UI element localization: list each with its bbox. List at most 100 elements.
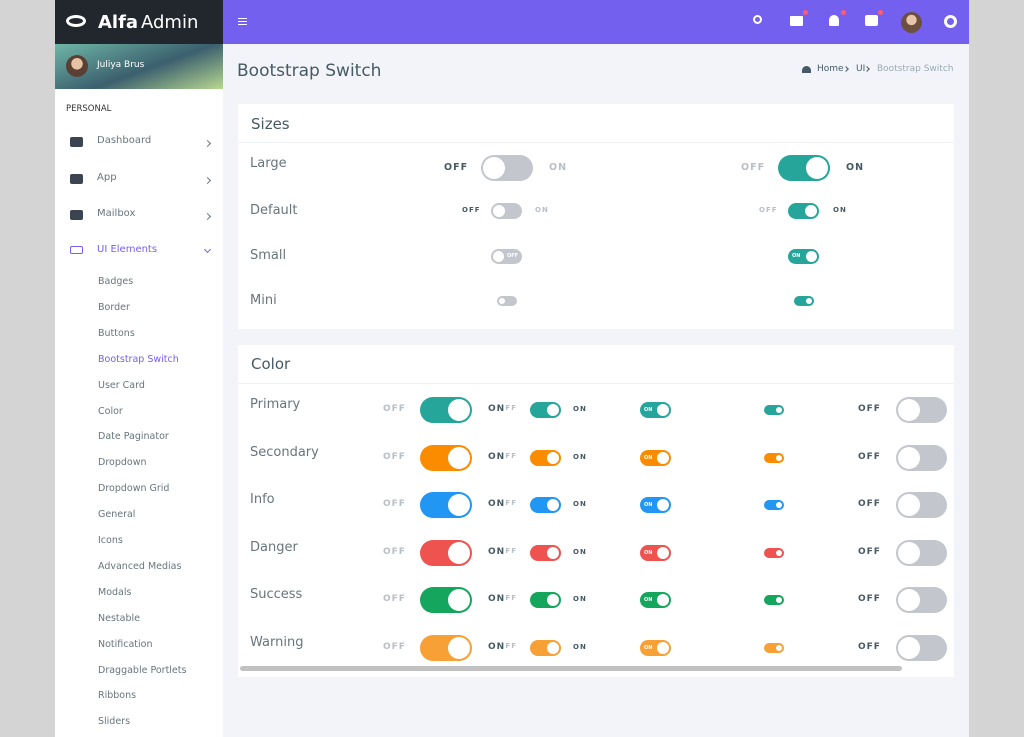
switch[interactable] — [896, 444, 947, 471]
switch-knob — [806, 298, 812, 304]
bell-icon[interactable] — [829, 15, 839, 26]
menu-item[interactable]: Dashboard — [97, 135, 152, 146]
submenu-item[interactable]: Sliders — [98, 716, 131, 728]
page-title: Bootstrap Switch — [237, 61, 382, 81]
row-label: Default — [250, 203, 298, 218]
submenu-item[interactable]: Color — [98, 405, 123, 417]
menu-item[interactable]: App — [97, 172, 117, 183]
switch-knob — [547, 404, 559, 416]
switch[interactable] — [481, 155, 533, 181]
submenu-item[interactable]: Icons — [98, 535, 123, 546]
submenu-item[interactable]: Ribbons — [98, 690, 137, 702]
card-divider — [238, 142, 954, 143]
switch-inner-label: ON — [644, 407, 653, 413]
switch[interactable] — [420, 492, 472, 518]
submenu-item[interactable]: User Card — [98, 379, 145, 391]
settings-icon[interactable] — [944, 15, 957, 28]
switch[interactable] — [420, 634, 472, 661]
switch[interactable] — [794, 296, 814, 306]
switch[interactable] — [788, 203, 819, 219]
submenu-item[interactable]: Bootstrap Switch — [98, 353, 179, 365]
menu-toggle[interactable] — [238, 18, 247, 25]
switch-knob — [898, 446, 920, 469]
row-label: Warning — [250, 634, 304, 650]
app: Alfa Admin Juliya Brus PERSONAL Dashboard App… — [55, 0, 969, 737]
switch[interactable] — [530, 639, 561, 656]
switch[interactable] — [764, 595, 784, 605]
submenu-item[interactable]: Notification — [98, 638, 153, 650]
submenu-item[interactable]: Draggable Portlets — [98, 664, 187, 676]
switch[interactable] — [497, 296, 517, 306]
switch-inner-label: ON — [644, 644, 653, 651]
submenu-item[interactable]: Dropdown — [98, 457, 147, 469]
switch-knob — [448, 399, 470, 421]
switch[interactable] — [764, 642, 784, 653]
switch-knob — [776, 644, 782, 651]
menu-item[interactable]: Mailbox — [97, 208, 136, 219]
switch[interactable] — [896, 492, 947, 518]
switch[interactable] — [530, 544, 561, 561]
search-icon[interactable] — [753, 15, 762, 24]
switch[interactable] — [764, 500, 784, 510]
switch[interactable] — [420, 539, 472, 566]
switch[interactable] — [778, 155, 830, 181]
switch[interactable] — [896, 397, 947, 423]
switch-knob — [547, 641, 559, 654]
switch[interactable] — [764, 547, 784, 558]
submenu-item[interactable]: Date Paginator — [98, 431, 169, 443]
switch[interactable] — [896, 634, 947, 661]
switch-label: ON — [488, 451, 506, 462]
breadcrumb-sep — [843, 66, 849, 72]
submenu-item[interactable]: Border — [98, 301, 130, 313]
switch-knob — [657, 451, 669, 464]
switch[interactable] — [530, 592, 561, 608]
mail-icon[interactable] — [790, 16, 803, 26]
switch[interactable] — [896, 587, 947, 613]
menu-icon — [70, 137, 83, 147]
switch[interactable]: ON — [640, 449, 671, 466]
switch[interactable] — [491, 203, 522, 219]
switch-inner-label: ON — [792, 253, 801, 259]
switch-knob — [547, 499, 559, 511]
row-label: Info — [250, 492, 275, 507]
submenu-item[interactable]: General — [98, 509, 136, 521]
submenu-item[interactable]: Badges — [98, 276, 134, 287]
chat-icon[interactable] — [865, 15, 878, 26]
switch[interactable] — [420, 444, 472, 471]
switch[interactable] — [530, 402, 561, 418]
logo-alpha — [66, 15, 86, 27]
switch[interactable] — [420, 587, 472, 613]
avatar[interactable] — [901, 12, 922, 33]
switch[interactable] — [764, 452, 784, 463]
card-title: Sizes — [251, 115, 290, 133]
switch-knob — [898, 636, 920, 659]
switch-label: ON — [846, 161, 865, 173]
switch[interactable]: ON — [640, 497, 671, 513]
switch[interactable] — [896, 539, 947, 566]
submenu-item[interactable]: Advanced Medias — [98, 560, 182, 572]
user-name[interactable]: Juliya Brus — [97, 60, 145, 70]
switch[interactable] — [530, 497, 561, 513]
submenu-item[interactable]: Dropdown Grid — [98, 483, 170, 495]
breadcrumb-item[interactable]: Home — [817, 64, 844, 74]
scrollbar — [240, 666, 902, 671]
switch[interactable]: OFF — [491, 248, 522, 264]
switch-label: OFF — [383, 641, 406, 652]
submenu-item[interactable]: Buttons — [98, 327, 135, 339]
switch-label-clipped: OFF — [505, 546, 517, 555]
menu-item[interactable]: UI Elements — [97, 244, 158, 255]
switch-knob — [657, 499, 669, 511]
submenu-item[interactable]: Nestable — [98, 612, 140, 624]
switch[interactable]: ON — [640, 402, 671, 418]
submenu-item[interactable]: Modals — [98, 586, 132, 598]
switch-knob — [898, 494, 920, 516]
breadcrumb-item[interactable]: UI — [856, 64, 866, 74]
switch[interactable] — [764, 405, 784, 415]
switch[interactable]: ON — [640, 639, 671, 656]
switch[interactable] — [530, 449, 561, 466]
switch-label: ON — [573, 452, 587, 461]
switch[interactable]: ON — [788, 248, 819, 264]
switch[interactable]: ON — [640, 592, 671, 608]
switch[interactable]: ON — [640, 544, 671, 561]
switch[interactable] — [420, 397, 472, 423]
